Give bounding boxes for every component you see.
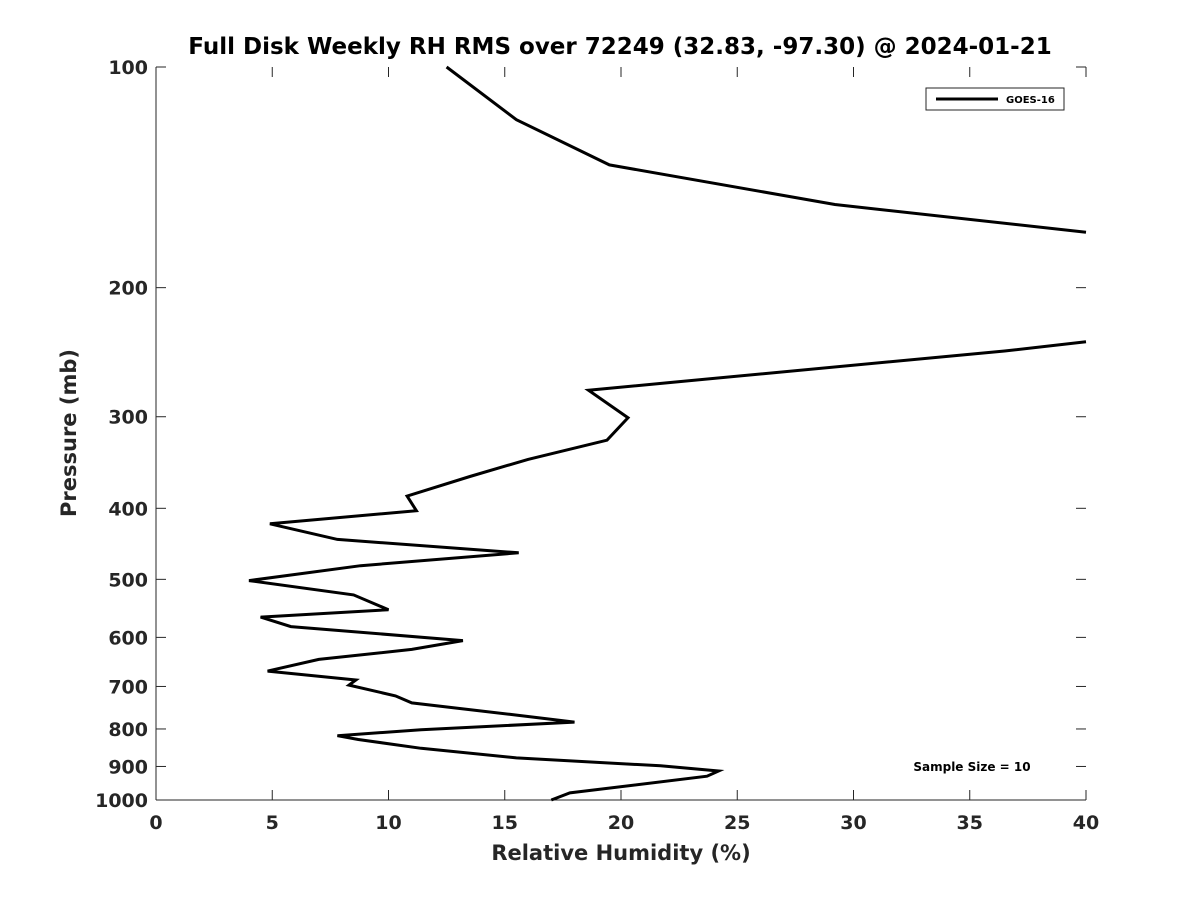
x-tick-label: 15 <box>492 812 518 834</box>
y-tick-label: 1000 <box>95 790 148 812</box>
y-tick-label: 500 <box>108 569 148 591</box>
legend: GOES-16 <box>925 87 1065 111</box>
y-tick-group: 100 200 300 400 500 600 700 800 900 1000 <box>95 57 1086 812</box>
x-axis-title: Relative Humidity (%) <box>491 841 750 865</box>
y-tick-label: 300 <box>108 407 148 429</box>
x-tick-label: 5 <box>266 812 279 834</box>
y-tick-label: 400 <box>108 498 148 520</box>
x-tick-label: 40 <box>1073 812 1099 834</box>
x-tick-group: 0 5 10 15 20 25 30 35 40 <box>149 67 1099 834</box>
x-tick-label: 35 <box>957 812 983 834</box>
plot-area <box>156 67 1086 800</box>
y-axis-title: Pressure (mb) <box>57 349 81 517</box>
x-tick-label: 25 <box>724 812 750 834</box>
y-tick-label: 900 <box>108 756 148 778</box>
series-line-goes-16 <box>445 65 1087 234</box>
y-tick-label: 600 <box>108 627 148 649</box>
y-tick-label: 800 <box>108 719 148 741</box>
sample-size-annotation: Sample Size = 10 <box>913 760 1030 774</box>
y-tick-label: 200 <box>108 278 148 300</box>
x-tick-label: 0 <box>149 812 162 834</box>
x-tick-label: 30 <box>840 812 866 834</box>
y-tick-label: 700 <box>108 676 148 698</box>
chart-title: Full Disk Weekly RH RMS over 72249 (32.8… <box>188 34 1051 60</box>
y-tick-label: 100 <box>108 57 148 79</box>
x-tick-label: 20 <box>608 812 634 834</box>
series-line-goes-16 <box>248 340 1087 802</box>
x-tick-label: 10 <box>375 812 401 834</box>
series-group <box>248 65 1087 802</box>
legend-label: GOES-16 <box>1006 95 1055 106</box>
